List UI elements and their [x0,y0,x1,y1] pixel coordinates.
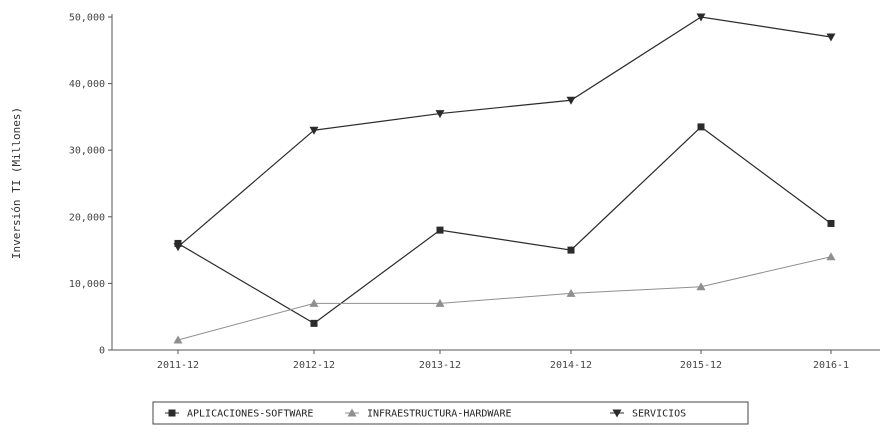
legend-label: INFRAESTRUCTURA-HARDWARE [367,409,512,420]
legend: APLICACIONES-SOFTWARE INFRAESTRUCTURA-HAR… [152,401,749,425]
x-tick-label: 2015-12 [680,360,722,371]
y-ticks: 0 10,000 20,000 30,000 40,000 50,000 [69,13,112,357]
data-point [696,13,706,22]
y-tick-label: 0 [99,346,105,357]
x-ticks: 2011-12 2012-12 2013-12 2014-12 2015-12 2016-… [157,350,849,371]
series-group [173,13,836,344]
data-point [696,282,706,291]
legend-box [152,401,749,425]
legend-label: APLICACIONES-SOFTWARE [187,409,313,420]
x-tick-label: 2016-1 [813,360,849,371]
axes [111,14,880,351]
x-tick-label: 2014-12 [550,360,592,371]
series-line [177,256,832,341]
data-point [309,126,319,135]
y-tick-label: 40,000 [69,79,105,90]
legend-marker [612,409,622,418]
data-point [310,319,318,327]
x-tick-label: 2011-12 [157,360,199,371]
data-point [566,96,576,105]
data-point [826,33,836,42]
data-point [435,298,445,307]
data-point [436,226,444,234]
series-infraestructura-hardware [173,252,836,344]
legend-items: APLICACIONES-SOFTWARE INFRAESTRUCTURA-HAR… [165,408,686,420]
data-point [827,219,835,227]
series-aplicaciones-software [174,123,835,327]
legend-marker [347,408,357,417]
data-point [435,110,445,119]
data-point [826,252,836,261]
data-point [697,123,705,131]
y-axis-label: Inversión TI (Millones) [10,107,23,259]
series-servicios [173,13,836,252]
series-line [177,16,832,248]
y-tick-label: 20,000 [69,212,105,223]
x-tick-label: 2012-12 [293,360,335,371]
data-point [309,298,319,307]
x-tick-label: 2013-12 [419,360,461,371]
series-line [177,126,832,325]
y-tick-label: 10,000 [69,279,105,290]
data-point [567,246,575,254]
data-point [173,243,183,252]
legend-label: SERVICIOS [632,409,686,420]
y-tick-label: 50,000 [69,13,105,24]
legend-marker [168,409,176,417]
data-point [566,288,576,297]
y-tick-label: 30,000 [69,146,105,157]
data-point [173,335,183,344]
